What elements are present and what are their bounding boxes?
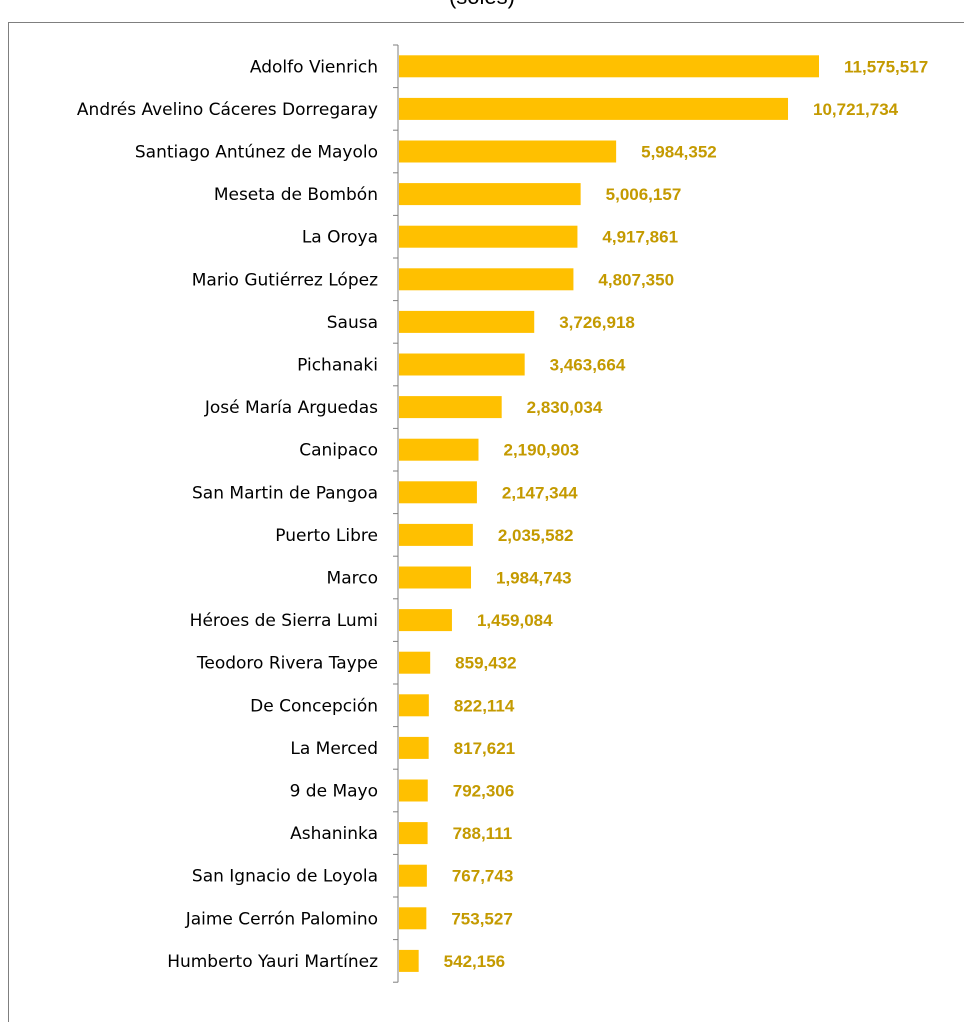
data-label: 1,459,084 bbox=[477, 611, 553, 630]
bar bbox=[399, 949, 419, 972]
data-label: 2,147,344 bbox=[502, 483, 578, 502]
category-label: Pichanaki bbox=[297, 356, 378, 376]
bar bbox=[399, 779, 428, 802]
data-label: 753,527 bbox=[451, 909, 512, 928]
data-label: 2,035,582 bbox=[498, 526, 574, 545]
category-label: José María Arguedas bbox=[204, 398, 378, 418]
category-label: La Oroya bbox=[302, 228, 378, 248]
category-label: De Concepción bbox=[250, 696, 378, 716]
category-label: Marco bbox=[327, 569, 378, 589]
data-label: 767,743 bbox=[452, 867, 513, 886]
category-label: 9 de Mayo bbox=[290, 782, 378, 802]
bar bbox=[399, 822, 428, 845]
category-label: Jaime Cerrón Palomino bbox=[185, 909, 378, 929]
category-label: Andrés Avelino Cáceres Dorregaray bbox=[77, 100, 378, 120]
data-label: 4,807,350 bbox=[598, 270, 674, 289]
bar bbox=[399, 694, 429, 717]
category-label: Mario Gutiérrez López bbox=[192, 270, 378, 290]
bar bbox=[399, 310, 535, 333]
chart-title: (soles) bbox=[0, 0, 964, 10]
data-label: 859,432 bbox=[455, 654, 516, 673]
bar bbox=[399, 268, 574, 291]
category-label: Canipaco bbox=[299, 441, 378, 461]
bar bbox=[399, 225, 578, 248]
data-label: 2,830,034 bbox=[527, 398, 603, 417]
data-label: 4,917,861 bbox=[602, 228, 678, 247]
category-label: San Ignacio de Loyola bbox=[192, 867, 378, 887]
data-label: 3,463,664 bbox=[550, 356, 626, 375]
category-label: Meseta de Bombón bbox=[214, 185, 378, 205]
data-label: 817,621 bbox=[454, 739, 515, 758]
data-label: 542,156 bbox=[444, 952, 505, 971]
chart-area bbox=[8, 22, 964, 1022]
bar bbox=[399, 97, 789, 120]
category-label: Sausa bbox=[327, 313, 378, 333]
data-label: 792,306 bbox=[453, 782, 514, 801]
category-label: Ashaninka bbox=[290, 824, 378, 844]
bar bbox=[399, 736, 429, 759]
data-label: 11,575,517 bbox=[844, 57, 928, 76]
category-label: Teodoro Rivera Taype bbox=[196, 654, 378, 674]
bar-chart: Adolfo Vienrich 11,575,517 Andrés Avelino … bbox=[77, 44, 928, 983]
bar bbox=[399, 183, 581, 206]
data-label: 3,726,918 bbox=[559, 313, 635, 332]
bar bbox=[399, 55, 819, 78]
category-label: La Merced bbox=[290, 739, 378, 759]
bar bbox=[399, 396, 502, 419]
category-label: Adolfo Vienrich bbox=[250, 57, 378, 77]
data-label: 822,114 bbox=[454, 696, 515, 715]
bar bbox=[399, 566, 472, 589]
bar bbox=[399, 907, 427, 930]
category-label: Héroes de Sierra Lumi bbox=[190, 611, 378, 631]
category-label: Santiago Antúnez de Mayolo bbox=[135, 143, 378, 163]
bar bbox=[399, 438, 479, 461]
bar bbox=[399, 864, 427, 887]
data-label: 10,721,734 bbox=[813, 100, 899, 119]
category-label: San Martin de Pangoa bbox=[192, 483, 378, 503]
bar bbox=[399, 609, 452, 632]
bar bbox=[399, 140, 617, 163]
category-label: Puerto Libre bbox=[275, 526, 378, 546]
data-label: 5,006,157 bbox=[606, 185, 682, 204]
bar bbox=[399, 353, 525, 376]
bar bbox=[399, 651, 431, 674]
data-label: 5,984,352 bbox=[641, 143, 717, 162]
bar bbox=[399, 481, 477, 504]
data-label: 788,111 bbox=[453, 824, 513, 843]
data-label: 2,190,903 bbox=[503, 441, 579, 460]
bar bbox=[399, 523, 473, 546]
data-label: 1,984,743 bbox=[496, 569, 572, 588]
category-label: Humberto Yauri Martínez bbox=[167, 952, 378, 972]
